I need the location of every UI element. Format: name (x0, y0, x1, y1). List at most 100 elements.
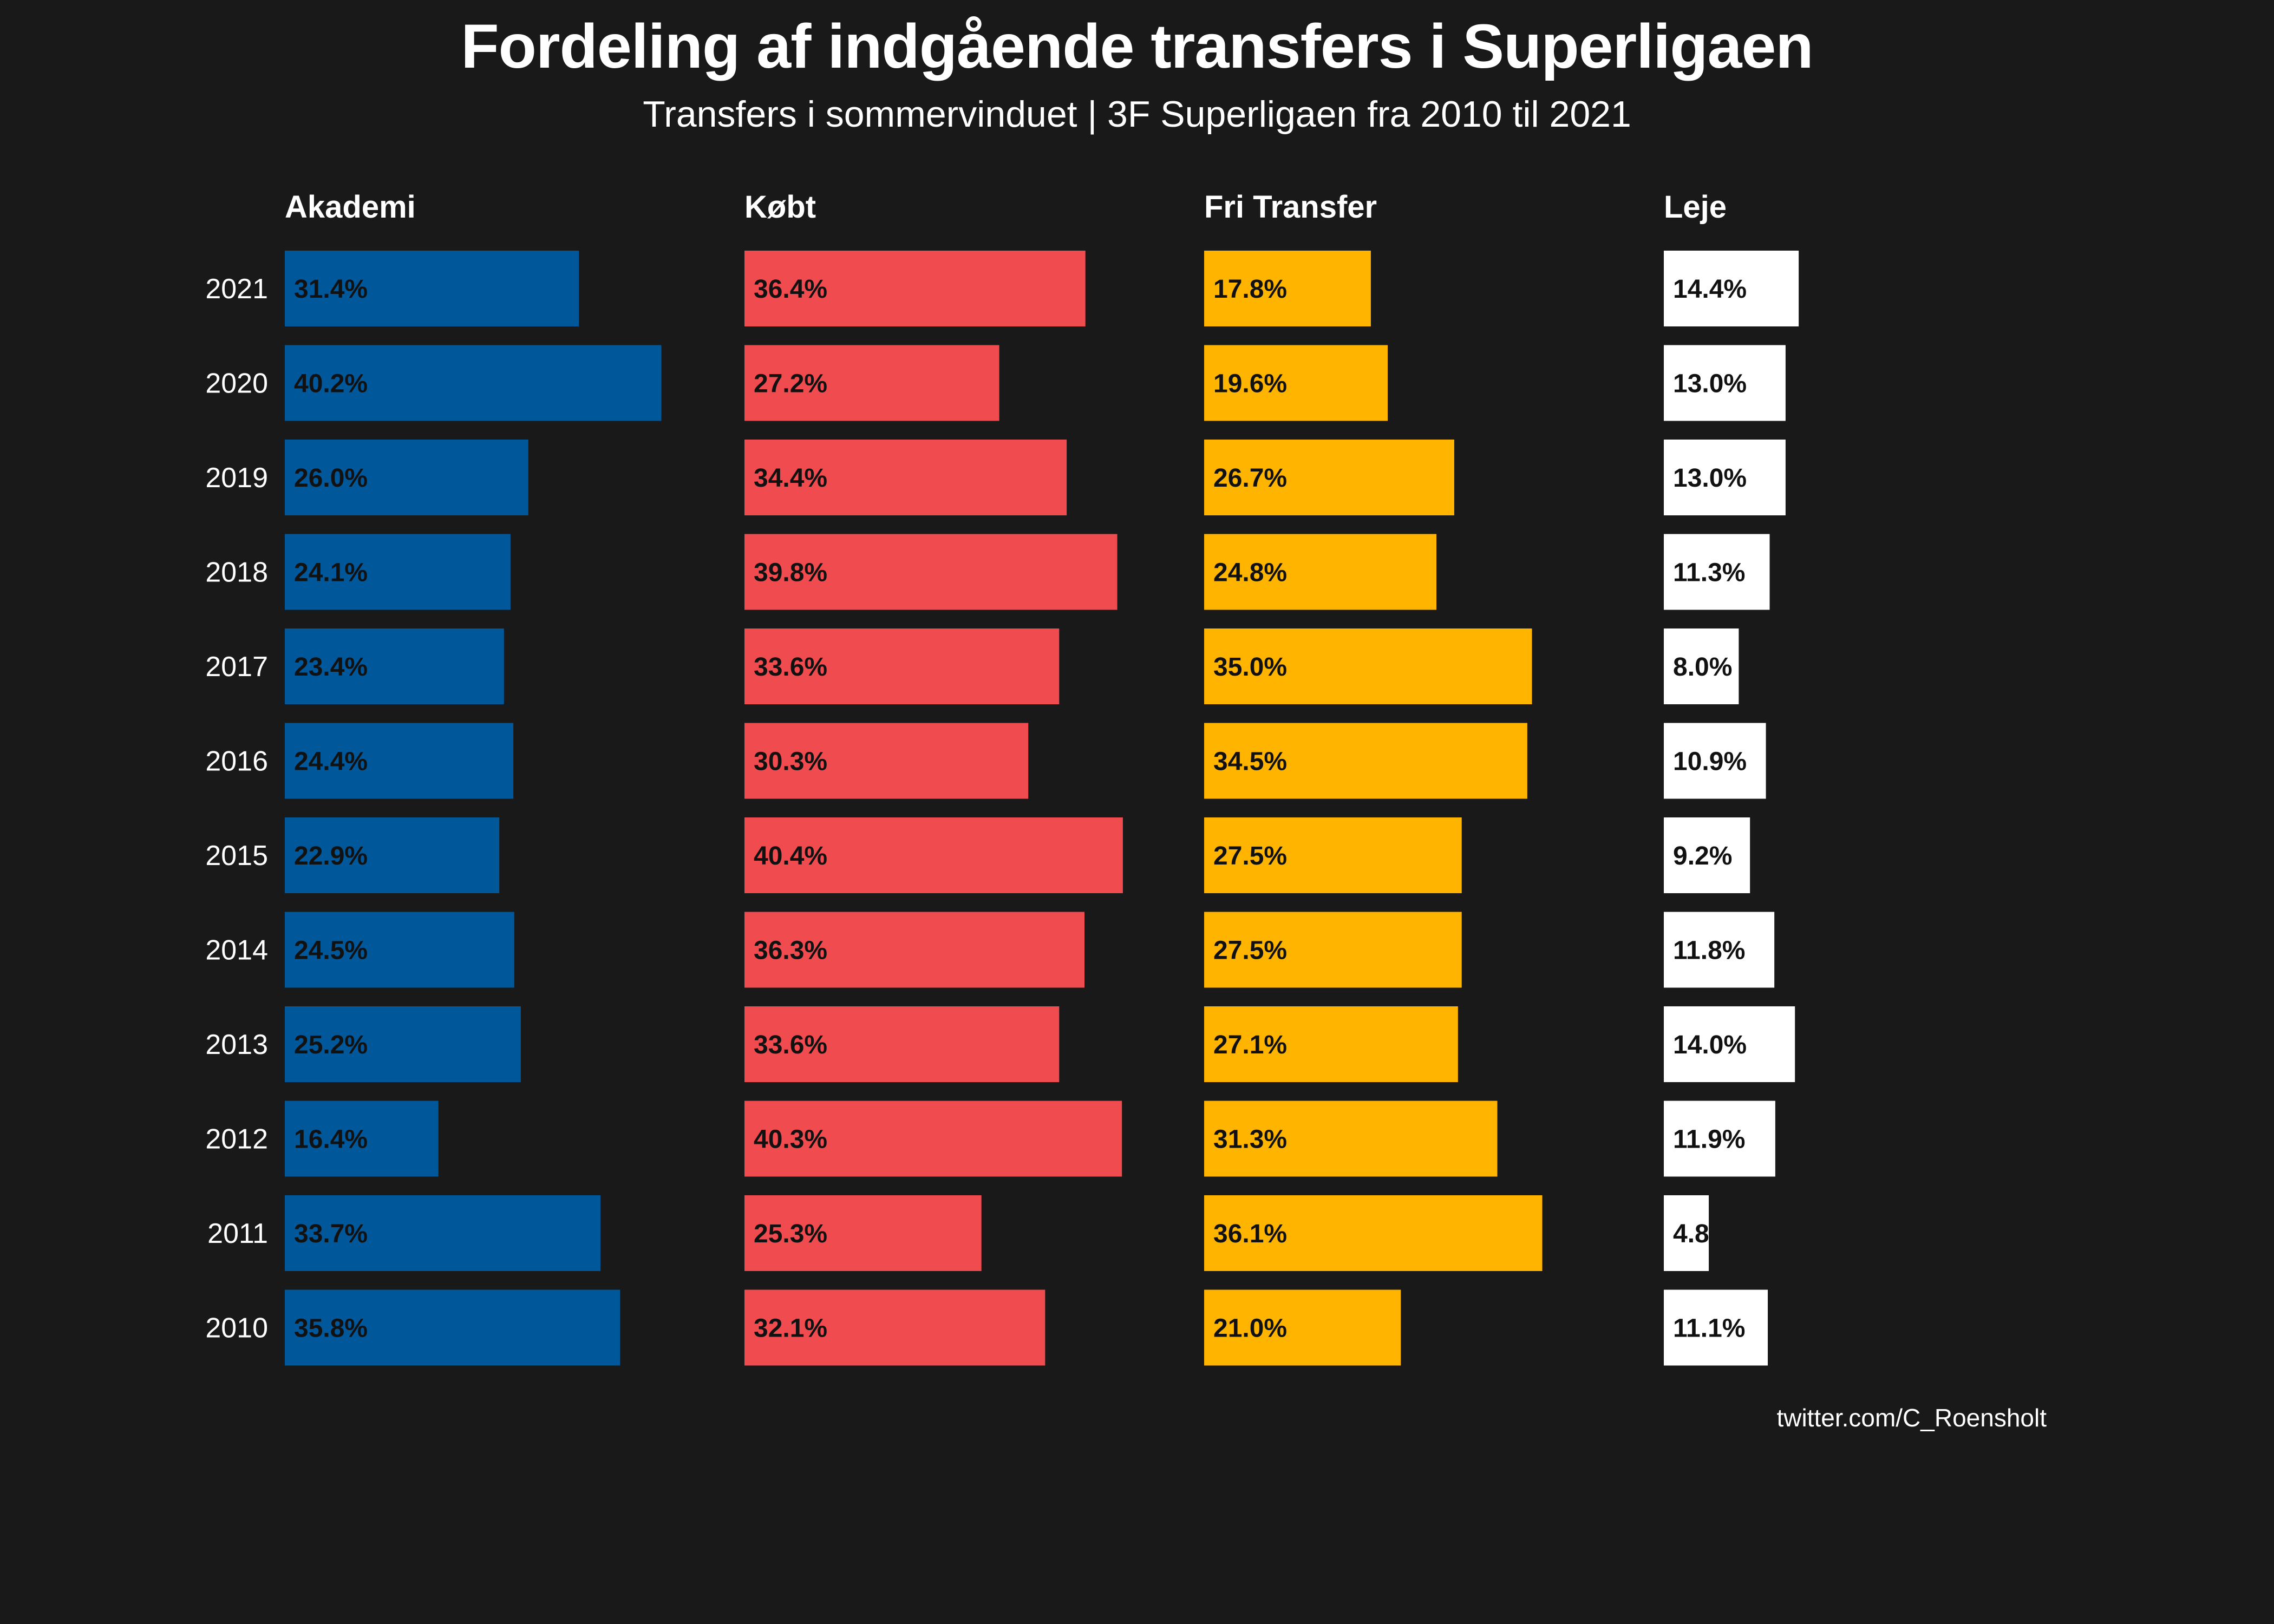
data-label-fri-transfer-2018: 24.8% (1213, 559, 1287, 587)
data-label-fri-transfer-2014: 27.5% (1213, 937, 1287, 965)
bar-leje-2011 (1664, 1195, 1709, 1271)
data-label-leje-2014: 11.8% (1673, 937, 1745, 965)
bar-akademi-2020 (285, 345, 662, 421)
data-label-fri-transfer-2010: 21.0% (1213, 1314, 1287, 1343)
data-label-leje-2015: 9.2% (1673, 842, 1732, 870)
data-label-koebt-2014: 36.3% (754, 937, 827, 965)
bar-koebt-2013 (744, 1006, 1060, 1082)
data-label-fri-transfer-2015: 27.5% (1213, 842, 1287, 870)
bar-leje-2015 (1664, 817, 1750, 893)
bar-akademi-2019 (285, 440, 528, 515)
bar-akademi-2018 (285, 534, 511, 610)
data-label-koebt-2017: 33.6% (754, 653, 827, 682)
bar-koebt-2021 (744, 251, 1086, 326)
data-label-akademi-2013: 25.2% (294, 1031, 368, 1059)
bar-koebt-2017 (744, 628, 1060, 704)
bar-koebt-2018 (744, 534, 1118, 610)
bar-leje-2014 (1664, 912, 1775, 988)
bar-akademi-2017 (285, 628, 504, 704)
data-label-fri-transfer-2017: 35.0% (1213, 653, 1287, 682)
data-label-fri-transfer-2016: 34.5% (1213, 748, 1287, 776)
bar-fri-transfer-2019 (1204, 440, 1454, 515)
bar-fri-transfer-2010 (1204, 1289, 1401, 1366)
data-label-koebt-2012: 40.3% (754, 1125, 827, 1154)
data-label-leje-2018: 11.3% (1673, 559, 1745, 587)
data-label-koebt-2018: 39.8% (754, 559, 827, 587)
bar-leje-2010 (1664, 1289, 1768, 1366)
y-tick-label-2013: 2013 (205, 1029, 268, 1060)
y-tick-label-2017: 2017 (205, 651, 268, 683)
data-label-koebt-2016: 30.3% (754, 748, 827, 776)
data-label-fri-transfer-2019: 26.7% (1213, 464, 1287, 493)
data-label-akademi-2015: 22.9% (294, 842, 368, 870)
bar-koebt-2015 (744, 817, 1123, 893)
caption: twitter.com/C_Roensholt (1776, 1404, 2047, 1432)
facet-label-fri-transfer: Fri Transfer (1204, 189, 1377, 225)
bar-koebt-2012 (744, 1101, 1122, 1177)
y-tick-label-2012: 2012 (205, 1124, 268, 1155)
data-label-koebt-2011: 25.3% (754, 1220, 827, 1248)
bar-akademi-2015 (285, 817, 500, 893)
data-label-akademi-2014: 24.5% (294, 937, 368, 965)
bar-leje-2013 (1664, 1006, 1795, 1082)
bar-fri-transfer-2016 (1204, 723, 1527, 799)
data-label-leje-2021: 14.4% (1673, 275, 1747, 304)
data-label-leje-2013: 14.0% (1673, 1031, 1747, 1059)
data-label-akademi-2010: 35.8% (294, 1314, 368, 1343)
bar-koebt-2014 (744, 912, 1084, 988)
bar-leje-2018 (1664, 534, 1770, 610)
bar-fri-transfer-2013 (1204, 1006, 1458, 1082)
data-label-fri-transfer-2011: 36.1% (1213, 1220, 1287, 1248)
data-label-koebt-2021: 36.4% (754, 275, 827, 304)
bar-fri-transfer-2021 (1204, 251, 1371, 326)
data-label-akademi-2016: 24.4% (294, 748, 368, 776)
facet-label-akademi: Akademi (285, 189, 416, 225)
bar-fri-transfer-2015 (1204, 817, 1462, 893)
bar-koebt-2016 (744, 723, 1029, 799)
bar-leje-2017 (1664, 628, 1739, 704)
data-label-akademi-2021: 31.4% (294, 275, 368, 304)
bar-akademi-2021 (285, 251, 579, 326)
bar-akademi-2010 (285, 1289, 620, 1366)
bar-leje-2019 (1664, 440, 1786, 515)
data-label-leje-2010: 11.1% (1673, 1314, 1745, 1343)
bar-fri-transfer-2014 (1204, 912, 1462, 988)
bar-koebt-2011 (744, 1195, 982, 1271)
bar-akademi-2012 (285, 1101, 439, 1177)
bar-leje-2012 (1664, 1101, 1775, 1177)
y-tick-label-2016: 2016 (205, 746, 268, 777)
data-label-fri-transfer-2012: 31.3% (1213, 1125, 1287, 1154)
data-label-fri-transfer-2013: 27.1% (1213, 1031, 1287, 1059)
y-tick-label-2010: 2010 (205, 1313, 268, 1344)
data-label-leje-2012: 11.9% (1673, 1125, 1745, 1154)
bar-akademi-2011 (285, 1195, 601, 1271)
bar-fri-transfer-2012 (1204, 1101, 1498, 1177)
data-label-leje-2019: 13.0% (1673, 464, 1747, 493)
data-label-akademi-2020: 40.2% (294, 370, 368, 398)
bar-fri-transfer-2011 (1204, 1195, 1543, 1271)
chart-title: Fordeling af indgående transfers i Super… (461, 12, 1813, 81)
chart-subtitle: Transfers i sommervinduet | 3F Superliga… (643, 94, 1631, 135)
data-label-leje-2020: 13.0% (1673, 370, 1747, 398)
data-label-koebt-2019: 34.4% (754, 464, 827, 493)
data-label-koebt-2020: 27.2% (754, 370, 827, 398)
bar-akademi-2014 (285, 912, 514, 988)
bar-koebt-2020 (744, 345, 999, 421)
y-tick-label-2020: 2020 (205, 368, 268, 400)
data-label-fri-transfer-2021: 17.8% (1213, 275, 1287, 304)
data-label-leje-2016: 10.9% (1673, 748, 1747, 776)
bar-koebt-2019 (744, 440, 1067, 515)
bar-fri-transfer-2017 (1204, 628, 1532, 704)
y-tick-label-2015: 2015 (205, 840, 268, 872)
y-tick-label-2011: 2011 (207, 1218, 268, 1249)
data-label-koebt-2010: 32.1% (754, 1314, 827, 1343)
bar-akademi-2013 (285, 1006, 521, 1082)
data-label-koebt-2013: 33.6% (754, 1031, 827, 1059)
data-label-leje-2017: 8.0% (1673, 653, 1732, 682)
bar-koebt-2010 (744, 1289, 1045, 1366)
data-label-akademi-2019: 26.0% (294, 464, 368, 493)
data-label-akademi-2017: 23.4% (294, 653, 368, 682)
data-label-akademi-2018: 24.1% (294, 559, 368, 587)
bar-fri-transfer-2018 (1204, 534, 1437, 610)
